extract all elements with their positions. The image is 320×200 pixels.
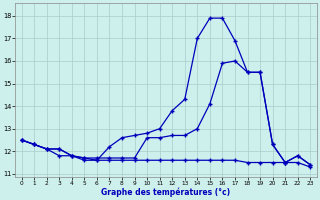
X-axis label: Graphe des températures (°c): Graphe des températures (°c)	[101, 187, 230, 197]
